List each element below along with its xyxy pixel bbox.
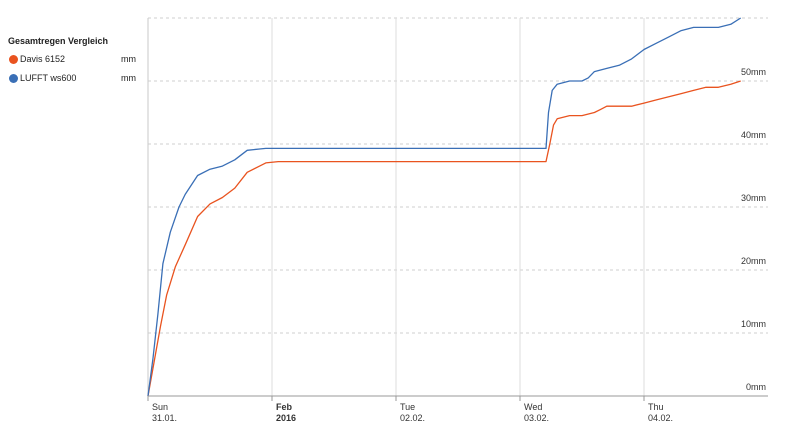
legend-item-lufft[interactable]: LUFFT ws600 mm <box>8 73 140 85</box>
x-tick-label: Tue <box>400 402 415 412</box>
x-tick-label: 31.01. <box>152 413 177 423</box>
x-tick-label: 03.02. <box>524 413 549 423</box>
legend-series-name: LUFFT ws600 <box>20 73 77 83</box>
x-tick-label: Wed <box>524 402 542 412</box>
series-color-dot-icon <box>9 55 18 64</box>
y-tick-label: 20mm <box>741 256 766 266</box>
x-tick-label: Sun <box>152 402 168 412</box>
grid <box>147 17 768 396</box>
series-color-dot-icon <box>9 74 18 83</box>
legend-series-unit: mm <box>121 73 136 83</box>
y-tick-label: 0mm <box>746 382 766 392</box>
legend-item-davis[interactable]: Davis 6152 mm <box>8 54 140 66</box>
series-lines <box>147 17 742 397</box>
series-line <box>147 17 742 397</box>
legend-series-unit: mm <box>121 54 136 64</box>
legend-series-name: Davis 6152 <box>20 54 66 64</box>
x-tick-label: Feb <box>276 402 293 412</box>
series-line <box>147 80 741 397</box>
chart-title: Gesamtregen Vergleich <box>8 36 109 46</box>
y-tick-label: 30mm <box>741 193 766 203</box>
y-tick-label: 10mm <box>741 319 766 329</box>
legend: Gesamtregen Vergleich Davis 6152 mm LUFF… <box>8 36 140 92</box>
x-tick-label: Thu <box>648 402 664 412</box>
x-tick-label: 02.02. <box>400 413 425 423</box>
y-tick-label: 40mm <box>741 130 766 140</box>
x-tick-label: 04.02. <box>648 413 673 423</box>
x-tick-label: 2016 <box>276 413 296 423</box>
y-tick-label: 50mm <box>741 67 766 77</box>
